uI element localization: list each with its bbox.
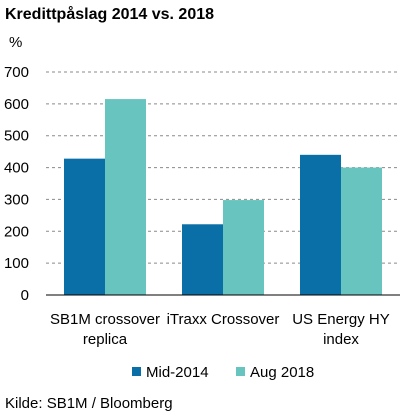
x-axis-tick-labels: SB1M crossover replica iTraxx Crossover US … — [50, 311, 390, 348]
bar — [341, 167, 382, 295]
y-tick-label: 300 — [4, 191, 29, 208]
y-axis-tick-labels: 0 100 200 300 400 500 600 700 — [4, 64, 29, 304]
bar — [223, 200, 264, 295]
y-axis-unit-label: % — [9, 34, 23, 51]
y-tick-label: 400 — [4, 160, 29, 177]
y-tick-label: 200 — [4, 223, 29, 240]
y-tick-label: 0 — [21, 287, 29, 304]
x-tick-label: US Energy HY index — [292, 311, 390, 348]
bar — [105, 99, 146, 295]
y-tick-label: 700 — [4, 64, 29, 81]
bar — [300, 154, 341, 295]
y-tick-label: 500 — [4, 128, 29, 145]
y-tick-label: 100 — [4, 255, 29, 272]
source-note: Kilde: SB1M / Bloomberg — [5, 395, 173, 412]
bars — [64, 99, 382, 295]
x-tick-label: SB1M crossover replica — [50, 311, 160, 348]
legend-swatch — [236, 367, 245, 376]
bar — [64, 158, 105, 295]
legend-label: Aug 2018 — [250, 364, 314, 381]
legend-swatch — [132, 367, 141, 376]
legend: Mid-2014 Aug 2018 — [132, 364, 314, 381]
legend-label: Mid-2014 — [146, 364, 209, 381]
x-tick-label: iTraxx Crossover — [167, 311, 280, 328]
y-tick-label: 600 — [4, 96, 29, 113]
bar — [182, 224, 223, 295]
chart-title: Kredittpåslag 2014 vs. 2018 — [5, 6, 215, 23]
